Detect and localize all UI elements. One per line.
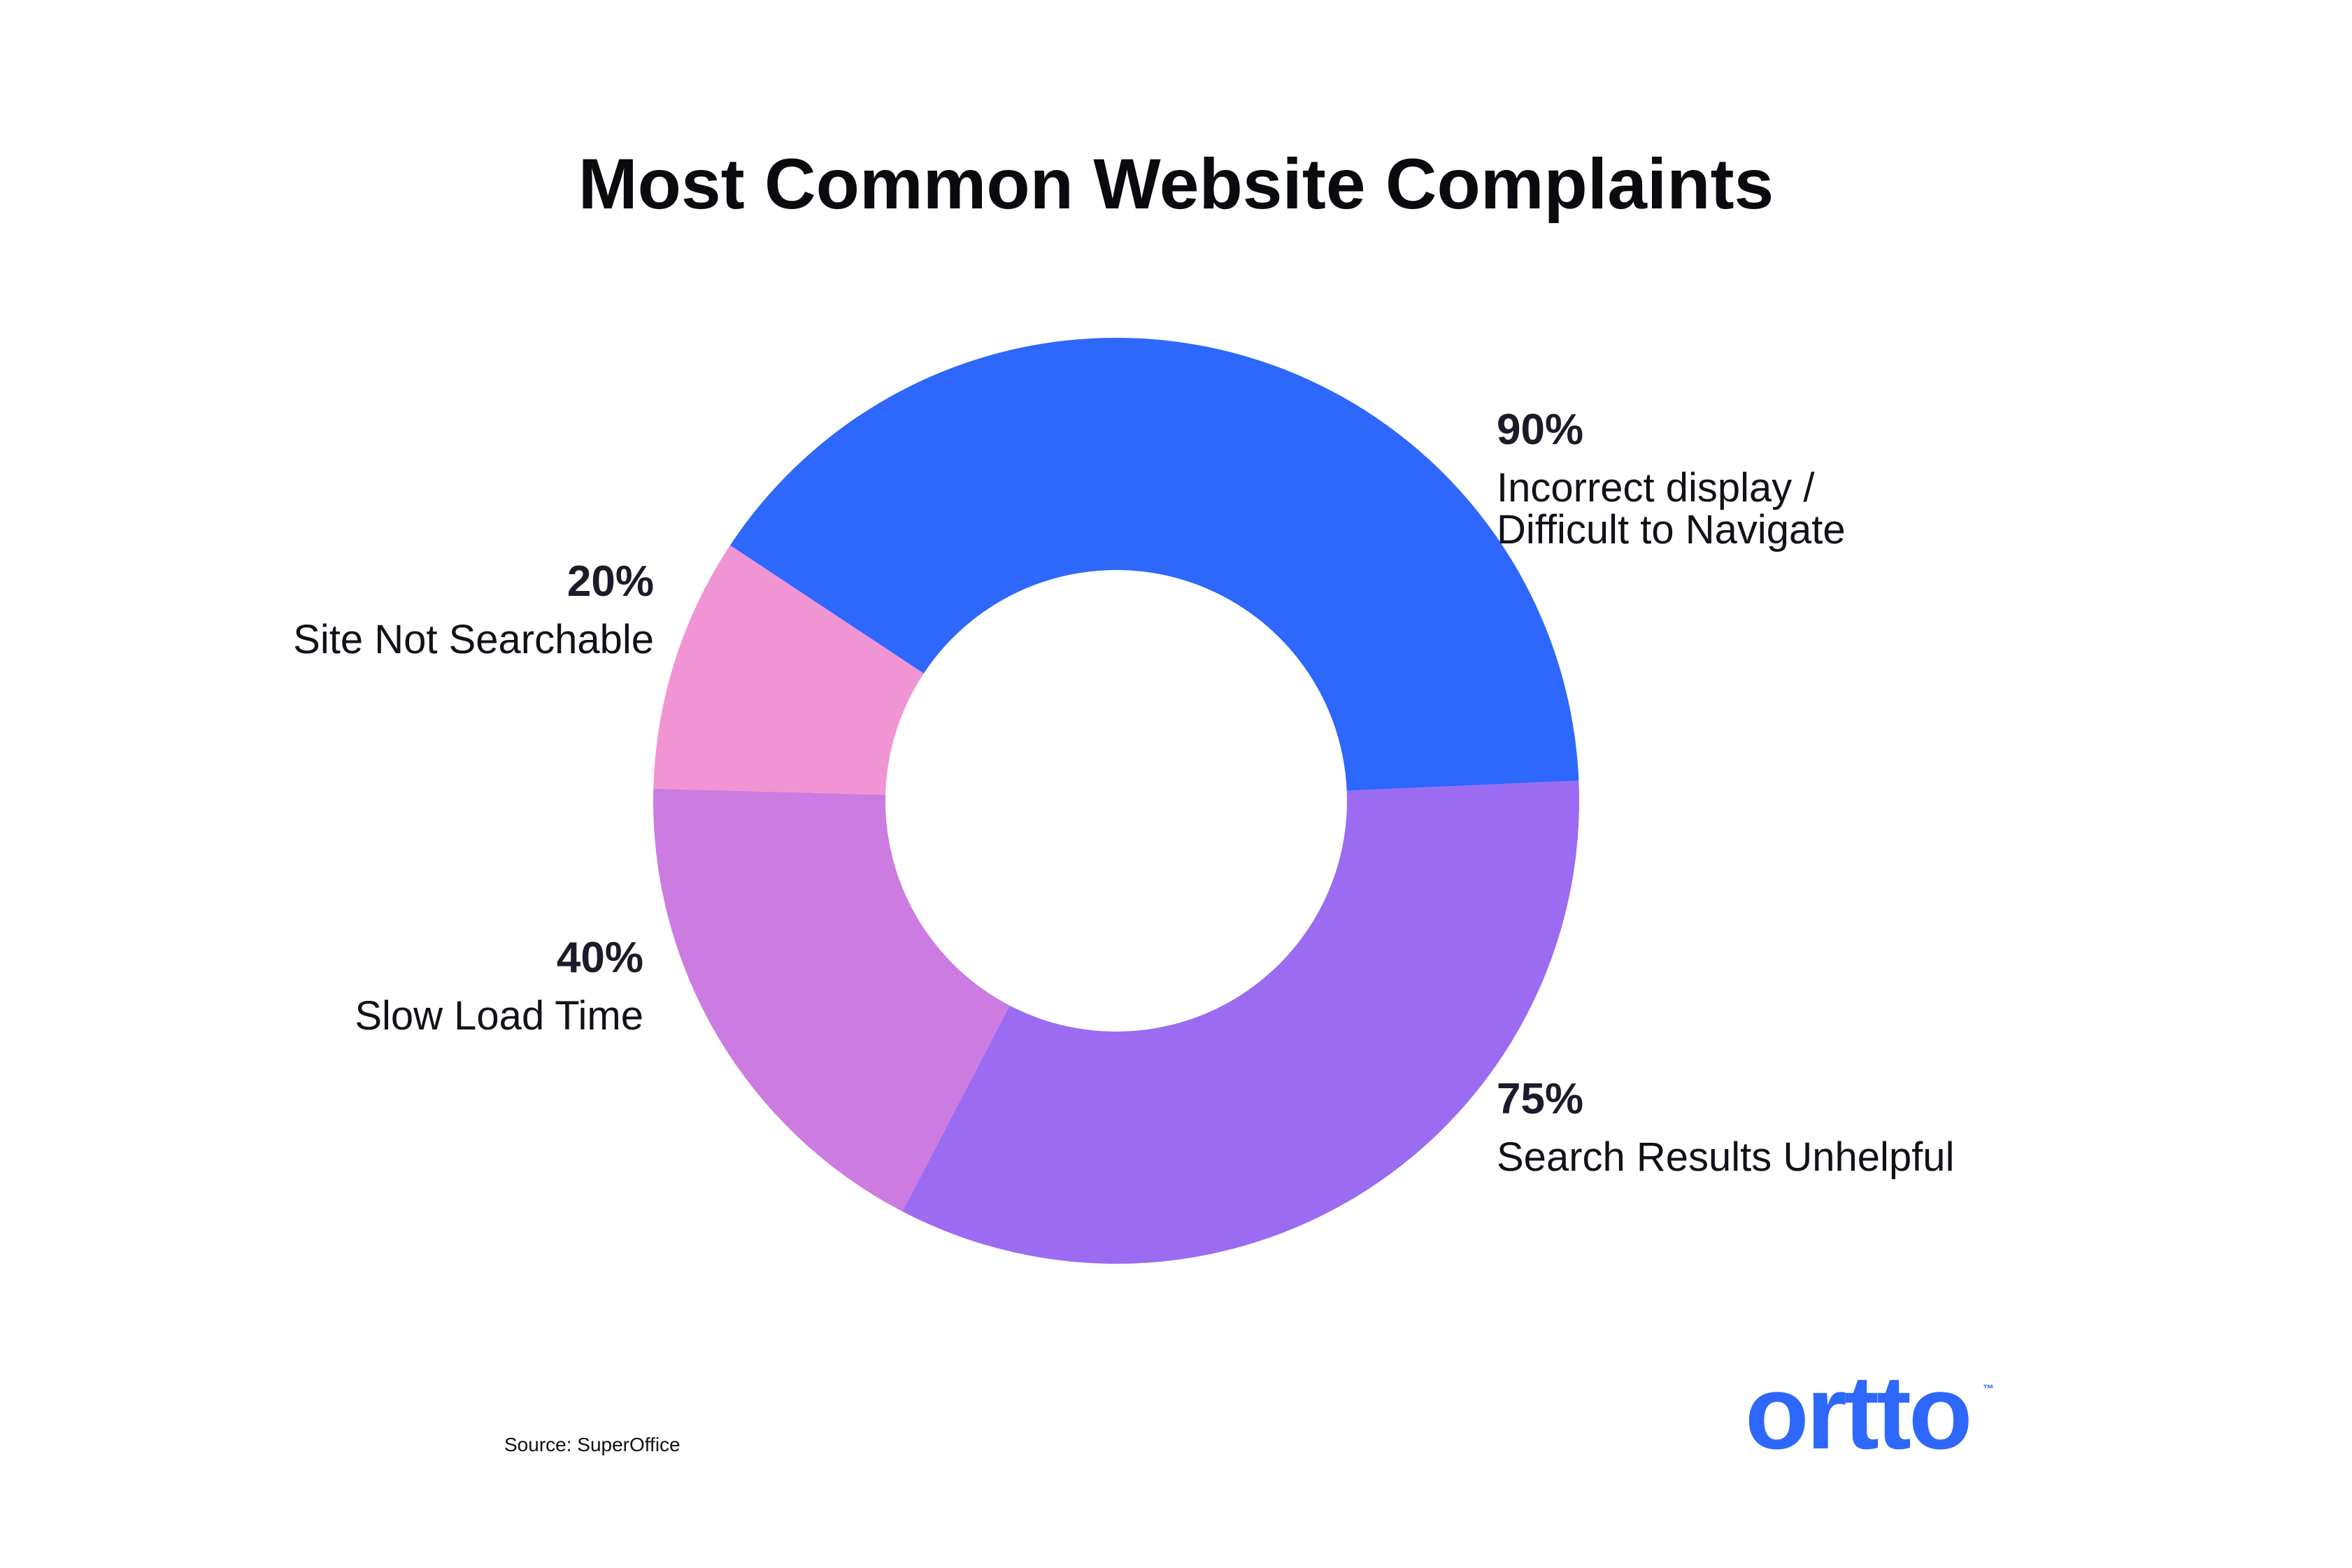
chart-title: Most Common Website Complaints	[578, 144, 1774, 224]
slice-label: Site Not Searchable	[293, 617, 654, 662]
donut-slices	[653, 338, 1579, 1264]
slice-label: Incorrect display / Difficult to Navigate	[1497, 465, 1846, 553]
slice-label: Slow Load Time	[355, 993, 643, 1039]
value-label: 75%	[1497, 1075, 1583, 1123]
source-note: Source: SuperOffice	[504, 1434, 680, 1455]
slice-label: Search Results Unhelpful	[1497, 1134, 1954, 1180]
slice-search-results-unhelpful	[902, 781, 1579, 1264]
value-label: 90%	[1497, 406, 1583, 454]
value-label: 20%	[567, 557, 654, 606]
slice-labels: 90% Incorrect display / Difficult to Navig…	[293, 406, 1954, 1180]
ortto-logo: ortto	[1745, 1353, 1973, 1471]
slice-slow-load-time	[653, 788, 1010, 1212]
trademark-mark: ™	[1983, 1383, 1994, 1395]
slice-site-not-searchable	[653, 545, 924, 795]
slice-incorrect-display-difficult-to-navigate	[729, 338, 1579, 791]
value-label: 40%	[557, 934, 643, 982]
